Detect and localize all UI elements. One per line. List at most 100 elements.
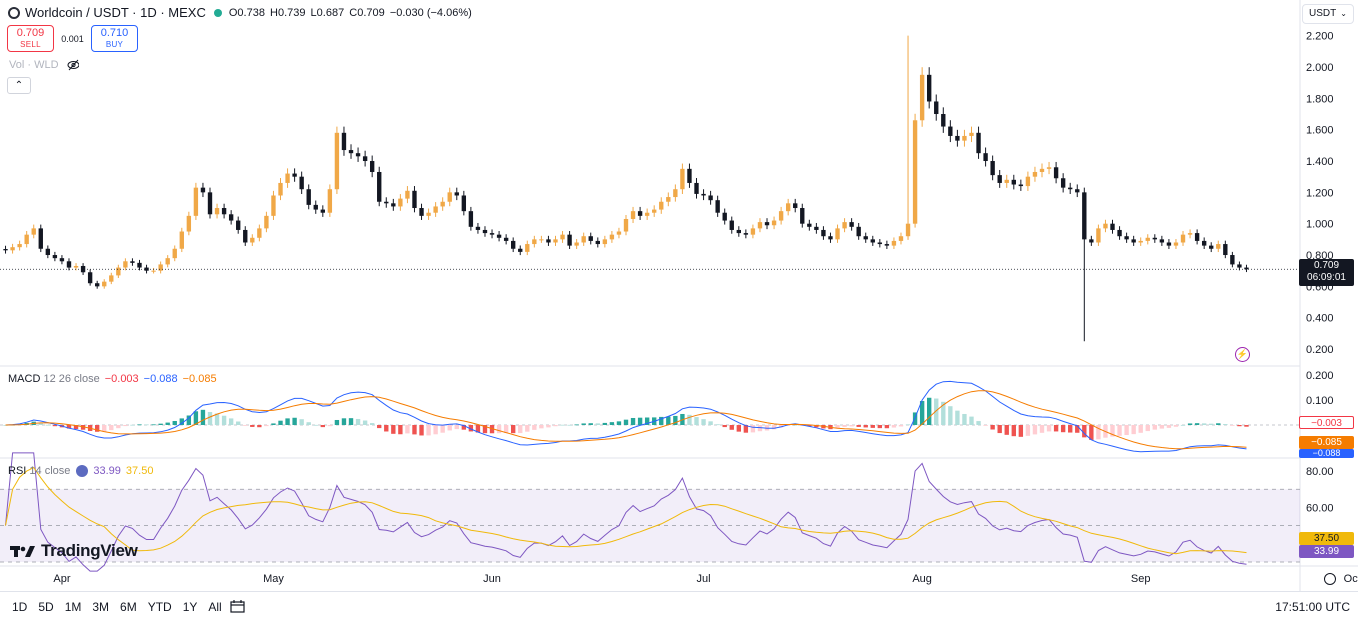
candle [503,234,509,245]
macd-histogram-bar [511,425,516,434]
candle-body [503,237,509,241]
lightning-icon[interactable]: ⚡ [1235,347,1250,362]
candle [525,240,530,256]
candle-body [771,220,777,226]
settings-gear-icon[interactable] [1324,573,1336,585]
candle [362,150,368,167]
macd-histogram-bar [976,421,981,425]
close-value: 0.709 [357,6,385,19]
macd-line [5,380,1247,453]
candle [461,190,467,216]
refresh-icon[interactable] [76,465,89,477]
candle [934,94,939,121]
candle-body [828,236,833,240]
range-5d[interactable]: 5D [38,600,54,614]
candle-body [221,208,227,215]
candle [45,245,51,259]
candlestick-series [0,35,1300,342]
macd-histogram-bar [701,419,706,425]
market-status-icon[interactable] [213,8,222,17]
macd-histogram-bar [214,413,220,425]
macd-histogram-bar [433,425,438,435]
candle-body [1166,242,1172,246]
macd-histogram-bar [856,425,861,427]
candle [652,205,657,217]
candle-body [1244,267,1249,270]
macd-histogram-bar [200,409,206,425]
macd-histogram-bar [546,425,551,428]
range-3m[interactable]: 3M [92,600,110,614]
candle [1004,174,1009,188]
macd-histogram-bar [609,422,615,425]
candle [95,280,100,289]
macd-histogram-bar [179,418,184,425]
volume-legend[interactable]: Vol · WLD [9,59,79,71]
candle [447,187,452,207]
range-1d[interactable]: 1D [12,600,28,614]
symbol-title[interactable]: Worldcoin / USDT · 1D · MEXC [25,5,206,20]
candle-body [412,190,417,209]
candle [567,231,572,249]
candle [898,232,904,245]
rsi-tick-label: 60.00 [1306,502,1334,514]
range-ytd[interactable]: YTD [147,600,172,614]
candle-body [673,189,678,198]
macd-histogram-bar [666,416,671,425]
range-all[interactable]: All [208,600,222,614]
macd-histogram-bar [334,419,340,425]
candle-body [1223,244,1228,256]
candle [3,245,8,254]
range-1m[interactable]: 1M [64,600,82,614]
candle [941,107,946,133]
candle [165,255,170,268]
candle [73,263,79,271]
macd-histogram-bar [489,425,495,434]
candle [821,226,826,240]
macd-legend[interactable]: MACD 12 26 close −0.003 −0.088 −0.085 [8,373,217,385]
rsi-legend[interactable]: RSI 14 close 33.99 37.50 [8,465,154,477]
candle [116,264,121,279]
sell-button[interactable]: 0.709 SELL [7,25,54,52]
macd-histogram-bar [743,425,749,433]
symbol-header[interactable]: Worldcoin / USDT · 1D · MEXC O0.738 H0.7… [8,5,472,20]
candle-body [637,211,643,216]
candle [1011,174,1016,190]
candle [327,184,333,217]
macd-histogram-bar [919,400,925,425]
range-6m[interactable]: 6M [120,600,137,614]
collapse-legend-button[interactable]: ⌃ [7,77,31,94]
rsi-ma-line [5,466,1247,555]
tradingview-logo[interactable]: TradingView [10,541,138,561]
buy-button[interactable]: 0.710 BUY [91,25,138,52]
macd-histogram-bar [102,425,107,432]
candle-body [1138,240,1143,243]
candle [835,224,840,243]
macd-histogram-bar [539,425,544,429]
candle [1046,161,1052,175]
candle [355,147,361,162]
candle [828,232,833,243]
date-range-calendar-icon[interactable] [230,599,246,613]
macd-histogram-bar [778,425,784,428]
utc-clock[interactable]: 17:51:00 UTC [1275,600,1350,614]
candle [341,126,347,156]
candle-body [997,175,1002,183]
spread-value: 0.001 [61,33,84,44]
macd-histogram-bar [151,424,156,426]
candle [334,126,340,194]
chart-canvas[interactable]: 2.2002.0001.8001.6001.4001.2001.0000.800… [0,0,1358,591]
macd-histogram-bar [1018,425,1024,437]
macd-value: −0.088 [143,373,178,385]
candle-body [95,283,100,287]
candle-body [362,156,368,162]
candle-body [863,236,868,240]
currency-selector[interactable]: USDT ⌄ [1302,4,1354,24]
macd-histogram-bar [1237,425,1242,427]
candle-body [934,101,939,115]
macd-histogram-bar [588,423,593,425]
candle-body [158,264,163,271]
candle [511,237,516,253]
range-1y[interactable]: 1Y [182,600,198,614]
hidden-eye-icon[interactable] [67,59,79,71]
candle [38,224,43,253]
